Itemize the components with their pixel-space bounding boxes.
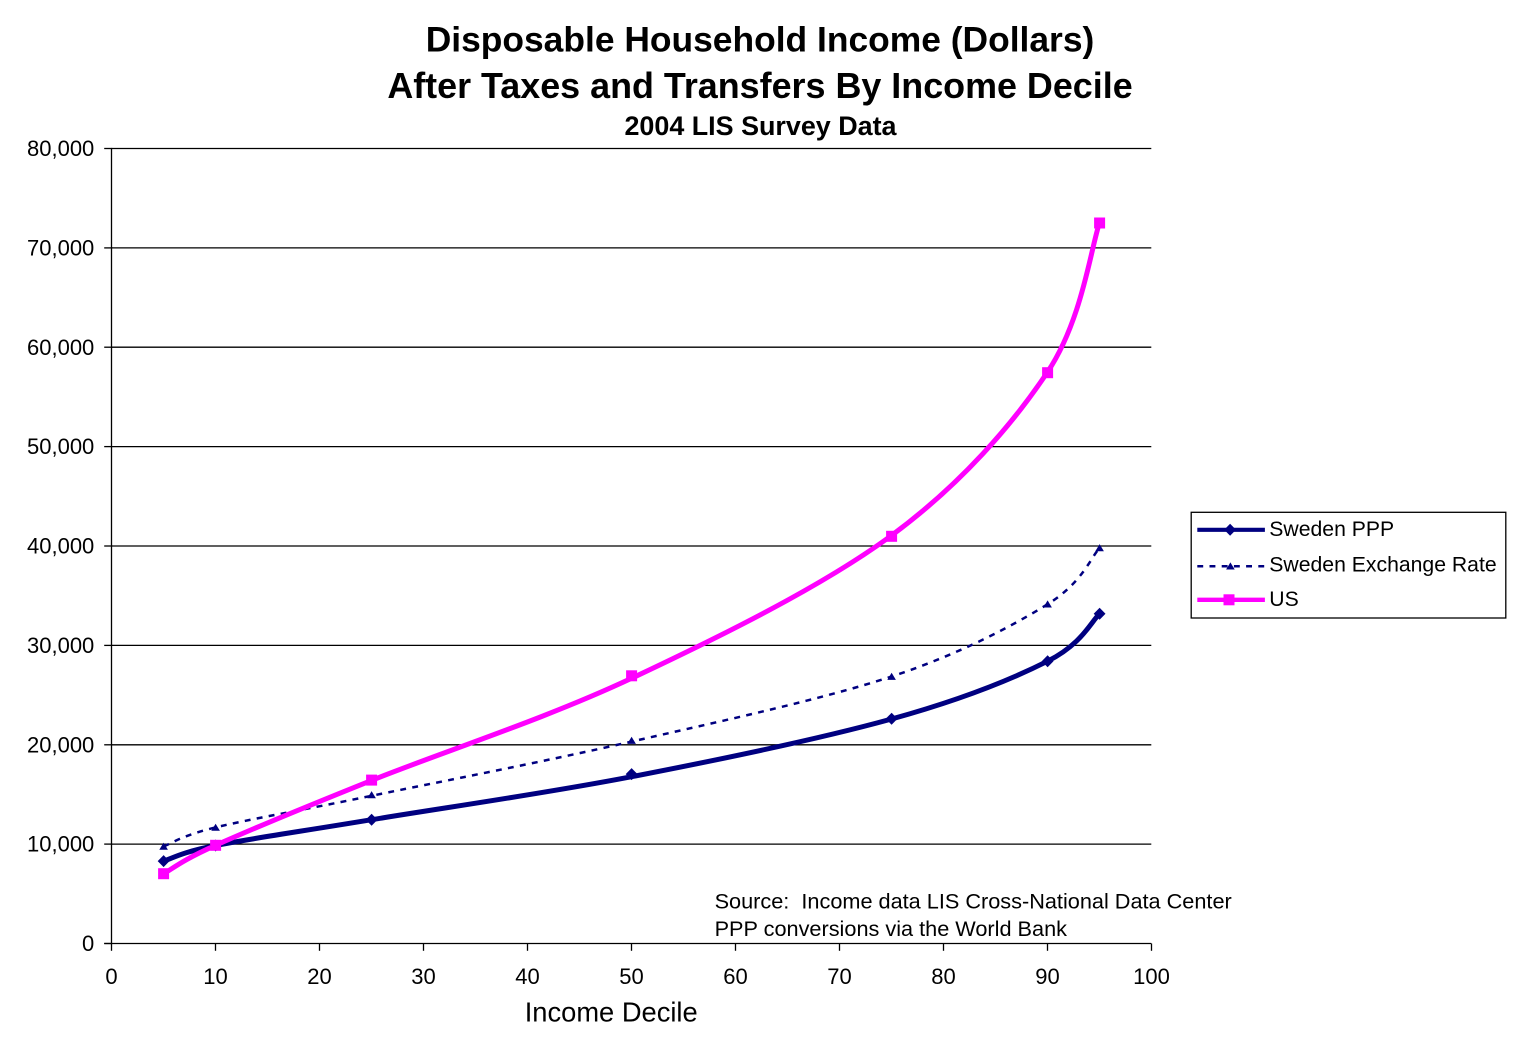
svg-text:Disposable Household Income (D: Disposable Household Income (Dollars) [426,20,1095,60]
svg-text:40: 40 [515,964,539,989]
svg-text:Source: Income data LIS Cross: Source: Income data LIS Cross-National D… [715,889,1232,914]
svg-text:10,000: 10,000 [27,832,94,857]
svg-text:2004 LIS Survey Data: 2004 LIS Survey Data [624,111,897,141]
svg-text:20: 20 [307,964,331,989]
svg-text:30,000: 30,000 [27,633,94,658]
svg-text:After Taxes and Transfers By I: After Taxes and Transfers By Income Deci… [387,66,1132,106]
svg-text:Sweden Exchange Rate: Sweden Exchange Rate [1269,554,1496,577]
svg-text:30: 30 [411,964,435,989]
svg-text:100: 100 [1133,964,1170,989]
svg-text:US: US [1269,588,1298,611]
svg-text:Sweden PPP: Sweden PPP [1269,518,1394,541]
svg-text:10: 10 [203,964,227,989]
svg-text:80: 80 [931,964,955,989]
svg-text:50,000: 50,000 [27,434,94,459]
svg-text:0: 0 [82,931,94,956]
svg-text:60: 60 [723,964,747,989]
svg-text:40,000: 40,000 [27,534,94,559]
svg-text:70: 70 [827,964,851,989]
svg-text:70,000: 70,000 [27,236,94,261]
svg-text:PPP conversions via the World: PPP conversions via the World Bank [715,916,1068,941]
svg-text:0: 0 [105,964,117,989]
svg-text:80,000: 80,000 [27,136,94,161]
svg-text:90: 90 [1035,964,1059,989]
svg-text:Income Decile: Income Decile [525,997,698,1028]
svg-text:50: 50 [619,964,643,989]
svg-text:20,000: 20,000 [27,732,94,757]
svg-text:60,000: 60,000 [27,335,94,360]
